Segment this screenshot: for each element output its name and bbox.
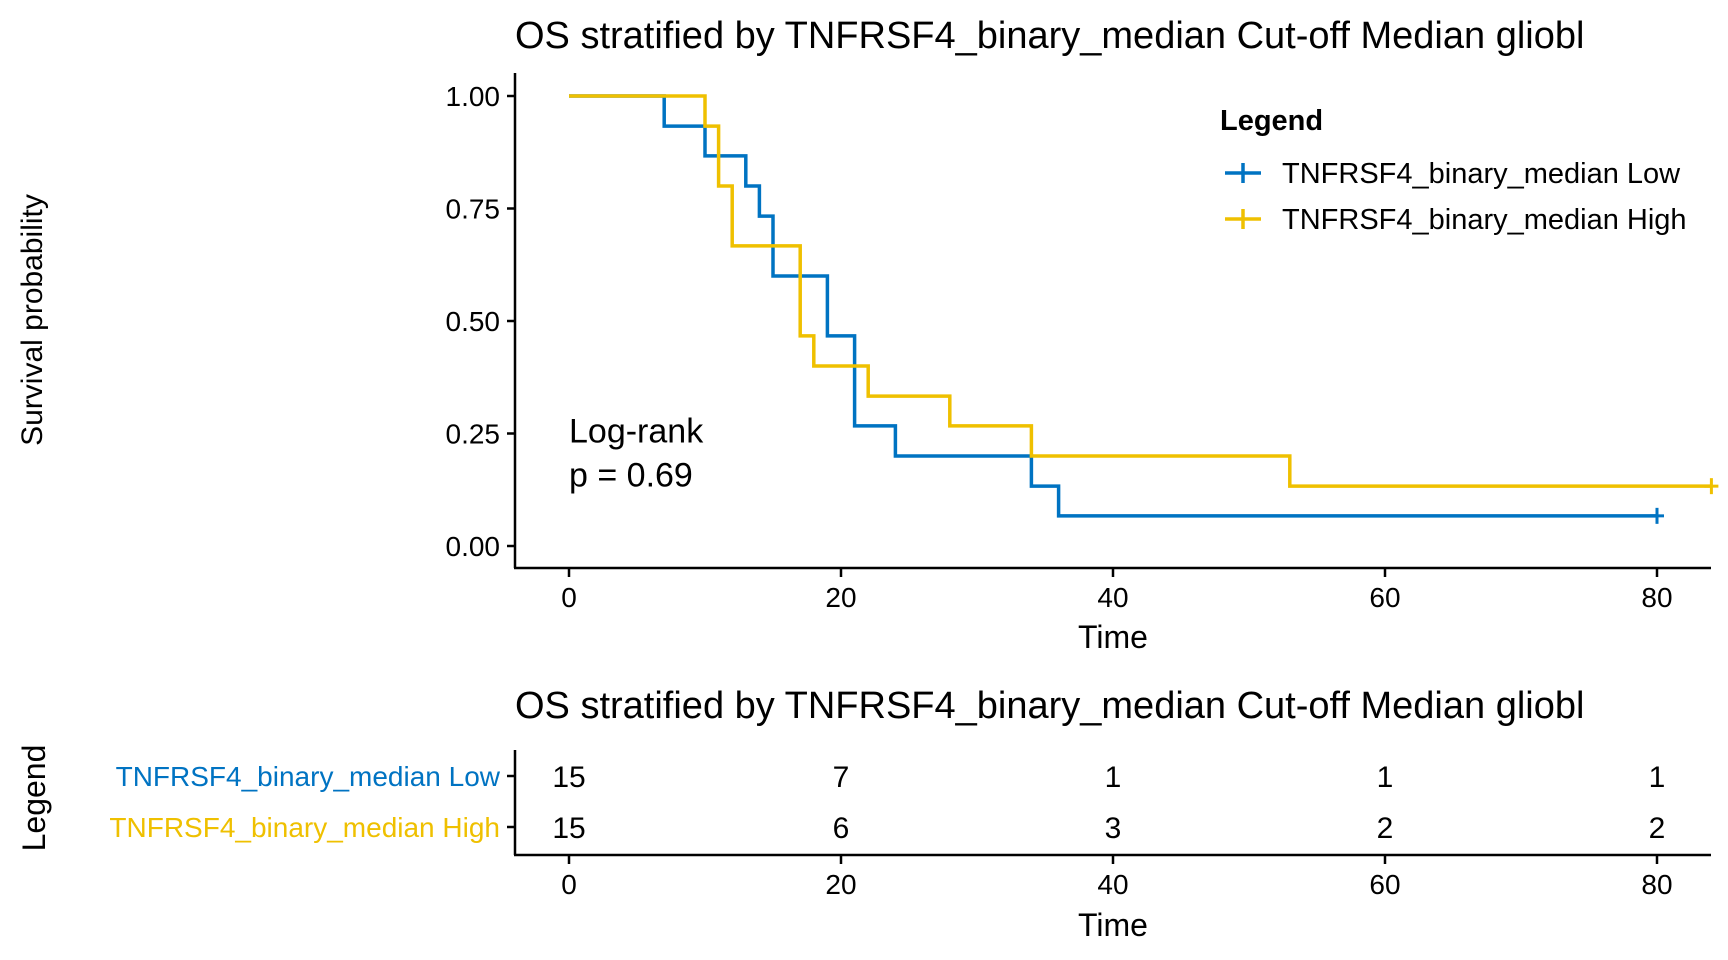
km-legend-title: Legend <box>1220 105 1323 137</box>
km-x-axis-label: Time <box>1078 619 1148 655</box>
risk-table-row-labels: TNFRSF4_binary_median Low TNFRSF4_binary_… <box>109 761 515 843</box>
km-legend-item-low: TNFRSF4_binary_median Low <box>1225 158 1681 190</box>
km-y-axis-label: Survival probability <box>16 194 49 446</box>
risk-table-row-label: TNFRSF4_binary_median Low <box>116 761 501 792</box>
km-x-tick-label: 0 <box>561 582 577 613</box>
risk-table-y-axis-label: Legend <box>16 745 52 852</box>
risk-table-x-tick-label: 40 <box>1097 869 1128 900</box>
risk-table-cells: 15 7 1 1 1 15 6 3 2 2 <box>552 761 1665 845</box>
risk-table-x-axis-label: Time <box>1078 907 1148 943</box>
km-pvalue-label: p = 0.69 <box>569 457 693 495</box>
km-curve-high <box>569 94 1712 488</box>
risk-table-cell: 1 <box>1377 761 1394 794</box>
km-title: OS stratified by TNFRSF4_binary_median C… <box>515 15 1584 57</box>
km-y-ticks: 0.00 0.25 0.50 0.75 1.00 <box>446 81 515 562</box>
risk-table-title: OS stratified by TNFRSF4_binary_median C… <box>515 685 1584 727</box>
risk-table-cell: 15 <box>552 812 585 845</box>
km-legend-item-high: TNFRSF4_binary_median High <box>1225 204 1687 236</box>
km-y-tick-label: 0.75 <box>446 194 501 225</box>
km-legend: Legend TNFRSF4_binary_median Low TNFRSF4… <box>1220 105 1687 236</box>
km-legend-label-high: TNFRSF4_binary_median High <box>1282 204 1687 236</box>
km-logrank-label: Log-rank <box>569 413 704 451</box>
risk-table-cell: 3 <box>1105 812 1122 845</box>
km-y-tick-label: 0.50 <box>446 306 501 337</box>
km-x-ticks: 0 20 40 60 80 <box>561 568 1673 613</box>
km-x-tick-label: 80 <box>1641 582 1672 613</box>
risk-table-cell: 7 <box>833 761 850 794</box>
km-legend-label-low: TNFRSF4_binary_median Low <box>1282 158 1681 190</box>
risk-table-row-label: TNFRSF4_binary_median High <box>109 812 500 843</box>
risk-table-cell: 1 <box>1649 761 1666 794</box>
risk-table-x-tick-label: 60 <box>1369 869 1400 900</box>
km-plot: OS stratified by TNFRSF4_binary_median C… <box>16 15 1719 655</box>
risk-table-x-ticks: 0 20 40 60 80 <box>561 855 1673 900</box>
risk-table-cell: 6 <box>833 812 850 845</box>
risk-table: OS stratified by TNFRSF4_binary_median C… <box>16 685 1711 943</box>
risk-table-cell: 15 <box>552 761 585 794</box>
risk-table-x-tick-label: 20 <box>825 869 856 900</box>
risk-table-cell: 2 <box>1649 812 1666 845</box>
km-x-tick-label: 60 <box>1369 582 1400 613</box>
km-y-tick-label: 1.00 <box>446 81 501 112</box>
risk-table-x-tick-label: 80 <box>1641 869 1672 900</box>
km-x-tick-label: 40 <box>1097 582 1128 613</box>
km-y-tick-label: 0.25 <box>446 419 501 450</box>
km-x-tick-label: 20 <box>825 582 856 613</box>
risk-table-cell: 1 <box>1105 761 1122 794</box>
km-curves <box>569 94 1719 524</box>
risk-table-x-tick-label: 0 <box>561 869 577 900</box>
km-y-tick-label: 0.00 <box>446 531 501 562</box>
risk-table-cell: 2 <box>1377 812 1394 845</box>
